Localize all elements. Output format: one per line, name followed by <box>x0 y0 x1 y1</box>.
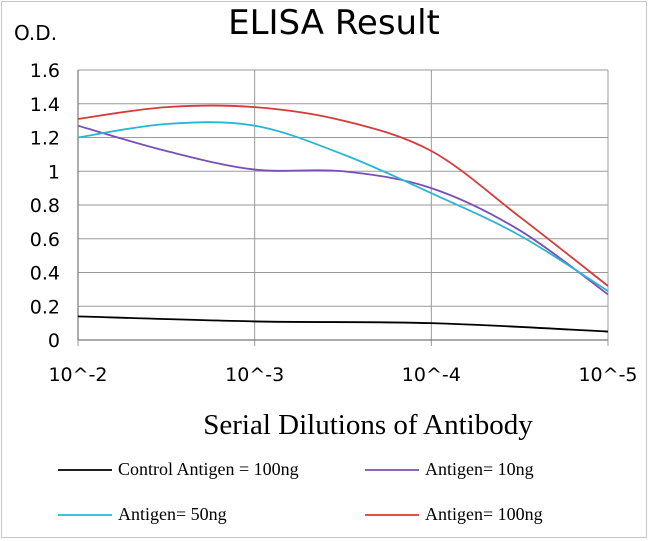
legend-label-0: Control Antigen = 100ng <box>118 459 299 479</box>
series-line-3 <box>77 104 609 287</box>
chart-title: ELISA Result <box>228 3 440 43</box>
series-line-2 <box>77 121 609 292</box>
x-tick-label: 10^-5 <box>578 364 637 386</box>
y-tick-label: 0.4 <box>30 263 60 285</box>
x-tick-label: 10^-4 <box>402 364 461 386</box>
y-tick-label: 0 <box>48 330 60 352</box>
y-tick-label: 1 <box>48 161 60 183</box>
legend-label-1: Antigen= 10ng <box>425 459 534 479</box>
y-tick-label: 1.4 <box>30 94 60 116</box>
y-tick-label: 0.8 <box>30 195 60 217</box>
y-axis-label: O.D. <box>14 21 57 45</box>
x-tick-label: 10^-3 <box>225 364 284 386</box>
series-line-1 <box>77 124 609 296</box>
legend: Control Antigen = 100ng Antigen= 10ng Anti… <box>58 459 543 524</box>
x-axis-label: Serial Dilutions of Antibody <box>203 409 533 441</box>
x-tick-label: 10^-2 <box>48 364 107 386</box>
series-line-0 <box>77 315 609 333</box>
legend-label-2: Antigen= 50ng <box>118 504 227 524</box>
y-tick-label: 1.6 <box>30 60 60 82</box>
y-tick-label: 1.2 <box>30 128 60 150</box>
y-tick-label: 0.6 <box>30 229 60 251</box>
y-tick-label: 0.2 <box>30 296 60 318</box>
plot-area: 0 0.2 0.4 0.6 0.8 1 1.2 1.4 1.6 10^-2 10^-3 10^-4 10… <box>30 60 638 386</box>
legend-label-3: Antigen= 100ng <box>425 504 543 524</box>
